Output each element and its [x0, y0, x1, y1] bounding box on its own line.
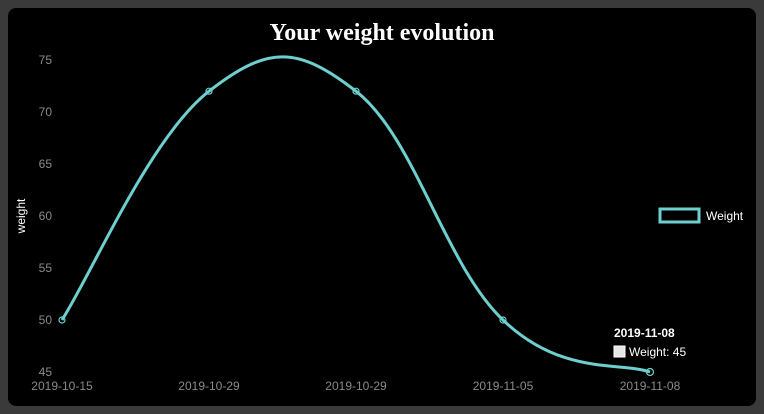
y-tick-label: 70	[39, 105, 53, 119]
tooltip-body: Weight: 45	[629, 345, 686, 359]
weight-series-line	[60, 55, 651, 374]
legend[interactable]: Weight	[658, 207, 744, 224]
x-tick-label: 2019-10-29	[178, 379, 240, 393]
x-tick-label: 2019-11-05	[473, 379, 534, 393]
y-tick-label: 45	[39, 365, 53, 379]
legend-swatch	[658, 207, 701, 224]
tooltip: 2019-11-08 Weight: 45	[613, 326, 686, 359]
data-point[interactable]	[645, 367, 655, 377]
chart-card	[8, 8, 756, 406]
data-point[interactable]	[58, 316, 66, 324]
data-point[interactable]	[499, 316, 507, 324]
tooltip-title: 2019-11-08	[614, 326, 675, 340]
weight-points	[58, 87, 655, 377]
y-tick-label: 65	[39, 157, 53, 171]
data-point[interactable]	[352, 87, 360, 95]
chart-title: Your weight evolution	[269, 20, 495, 46]
y-axis-label: weight	[14, 198, 28, 234]
x-tick-label: 2019-10-29	[325, 379, 387, 393]
y-tick-label: 60	[39, 209, 53, 223]
tooltip-swatch	[613, 345, 626, 358]
y-axis-ticks: 45 50 55 60 65 70 75	[39, 53, 53, 379]
y-tick-label: 50	[39, 313, 53, 327]
y-tick-label: 55	[39, 261, 53, 275]
legend-label: Weight	[706, 209, 744, 223]
data-point[interactable]	[205, 87, 213, 95]
x-tick-label: 2019-10-15	[31, 379, 93, 393]
x-axis-ticks: 2019-10-15 2019-10-29 2019-10-29 2019-11-05…	[31, 379, 680, 393]
y-tick-label: 75	[39, 53, 53, 67]
x-tick-label: 2019-11-08	[620, 379, 681, 393]
